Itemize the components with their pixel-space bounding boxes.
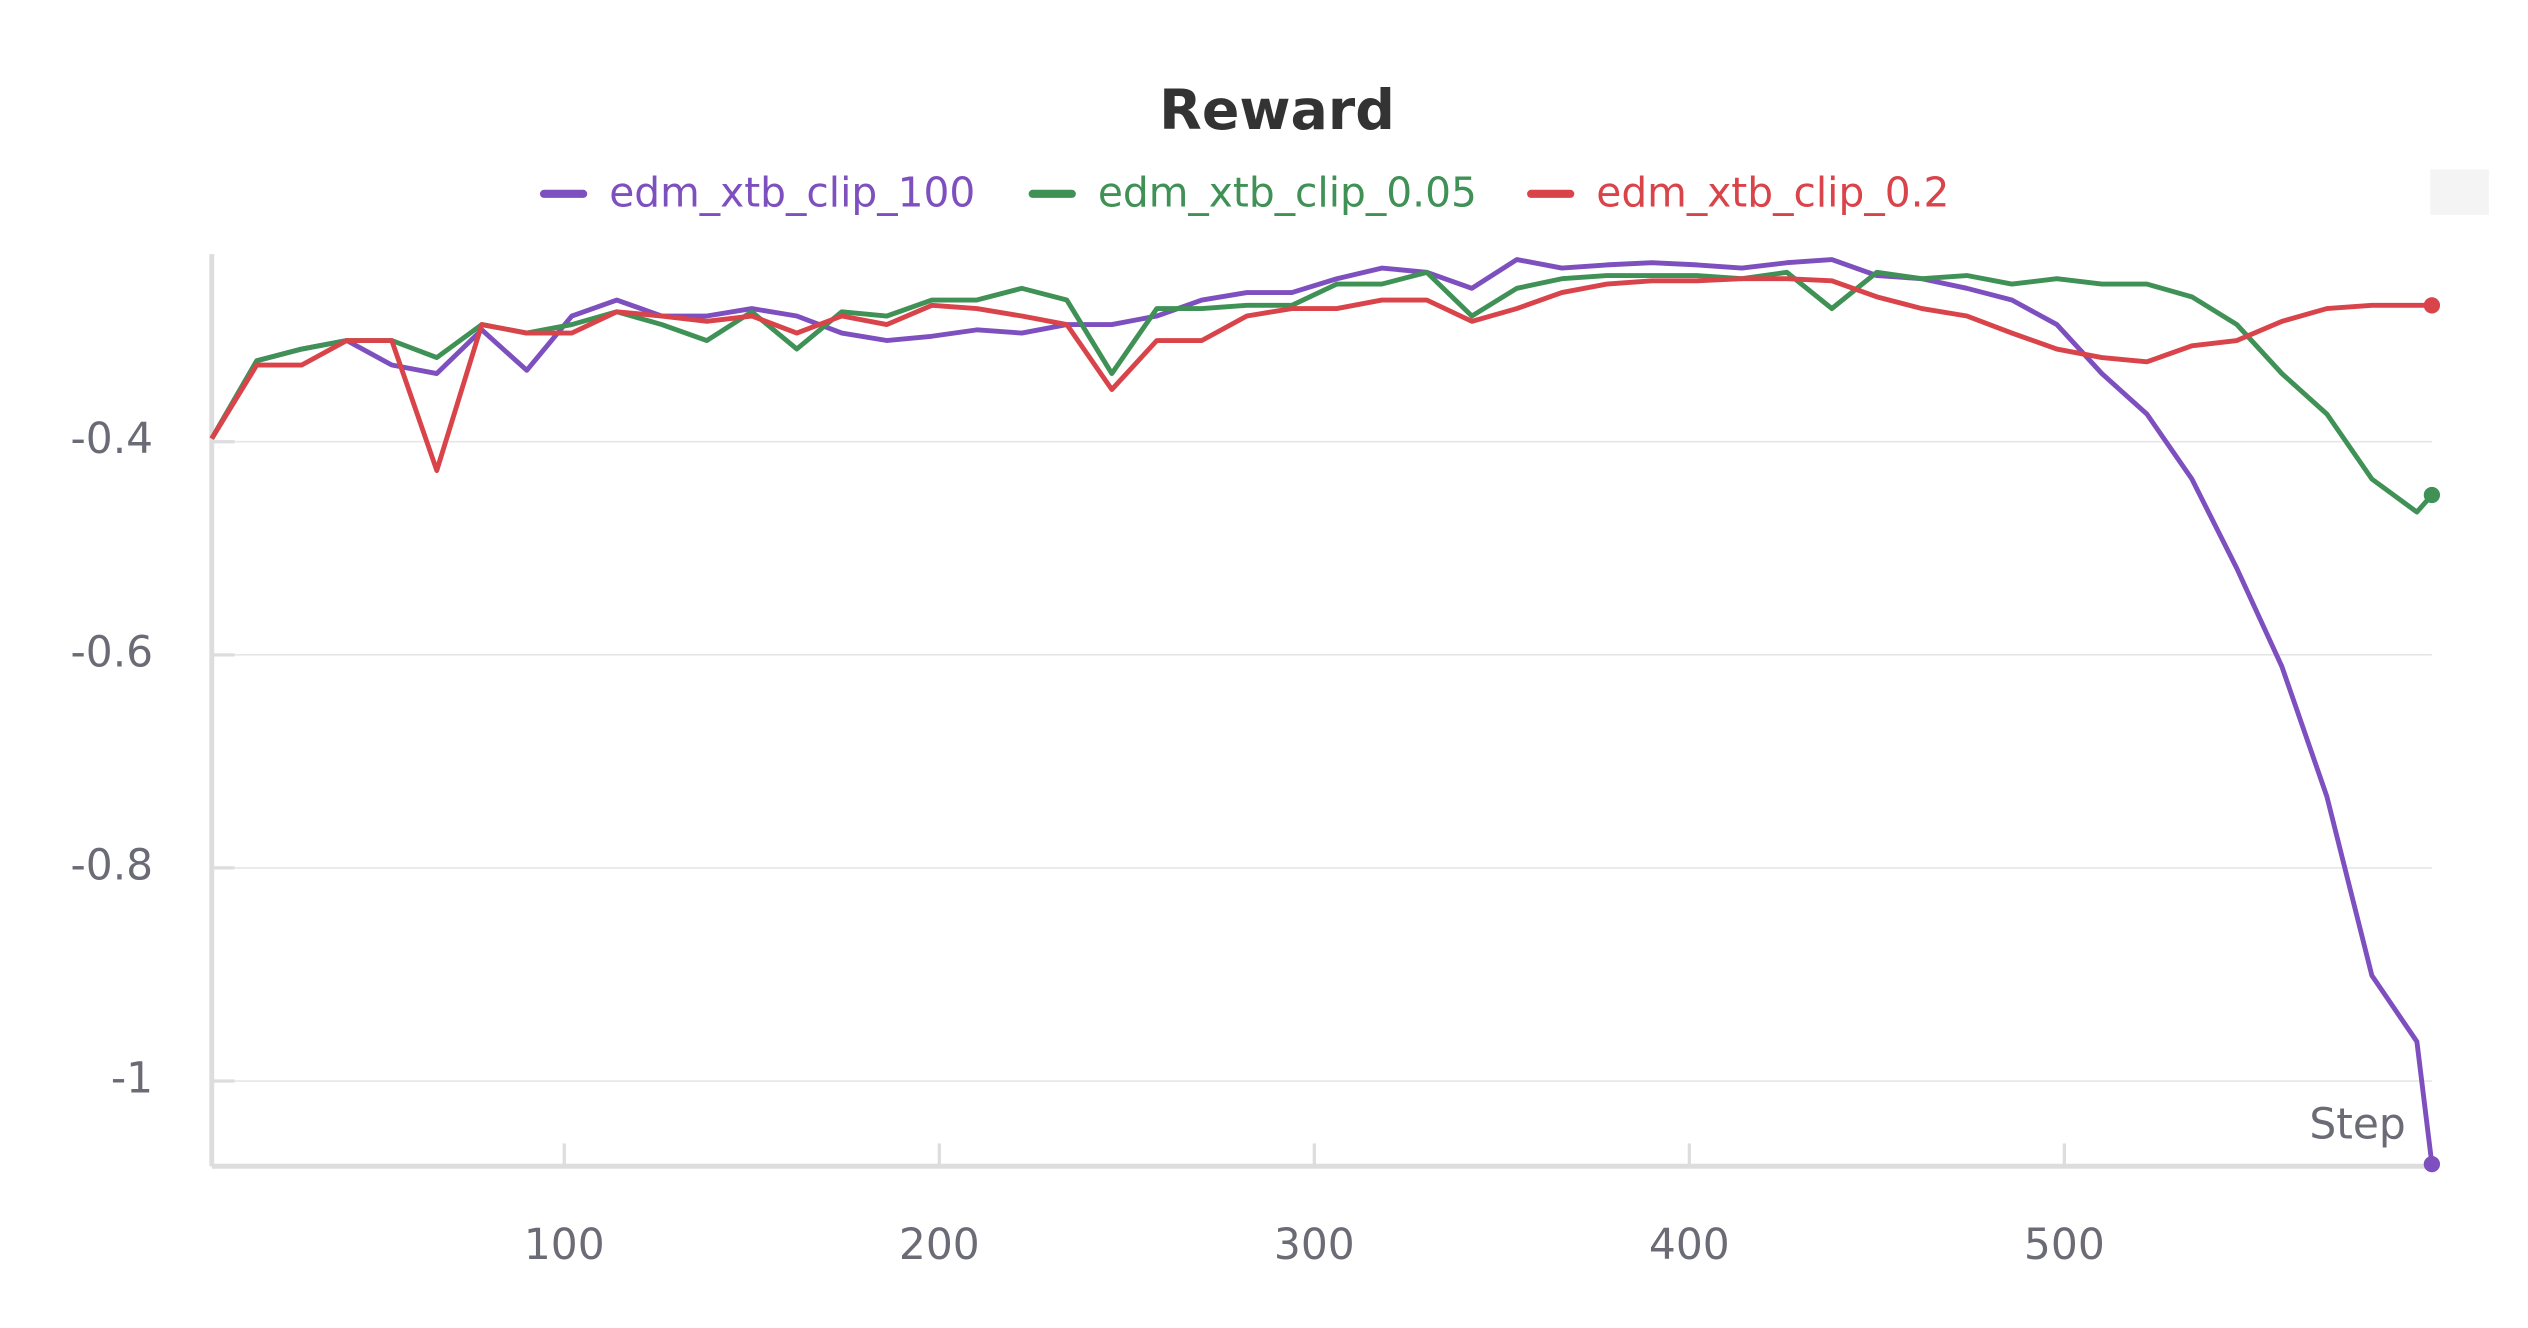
end-point (2423, 1155, 2441, 1173)
end-point (2423, 297, 2441, 314)
x-tick-label: 300 (1274, 1220, 1355, 1269)
y-tick-label: -0.4 (71, 414, 154, 463)
chart-title: Reward (1159, 79, 1395, 143)
y-tick-label: -1 (111, 1054, 153, 1103)
series-line (209, 269, 2434, 515)
series-line (209, 276, 2432, 473)
x-tick-label: 200 (899, 1220, 980, 1269)
legend-label: edm_xtb_clip_0.2 (1596, 168, 1949, 216)
legend-label: edm_xtb_clip_100 (609, 168, 975, 216)
y-tick-label: -0.8 (71, 840, 154, 889)
series-line (209, 257, 2435, 1165)
x-tick-label: 500 (2024, 1220, 2105, 1269)
panel-button[interactable] (2430, 169, 2489, 216)
x-tick-label: 100 (524, 1220, 605, 1269)
end-point (2423, 486, 2441, 504)
x-tick-label: 400 (1649, 1220, 1730, 1269)
x-axis-label: Step (2309, 1100, 2405, 1149)
y-tick-label: -0.6 (71, 627, 154, 676)
legend-label: edm_xtb_clip_0.05 (1098, 168, 1477, 216)
